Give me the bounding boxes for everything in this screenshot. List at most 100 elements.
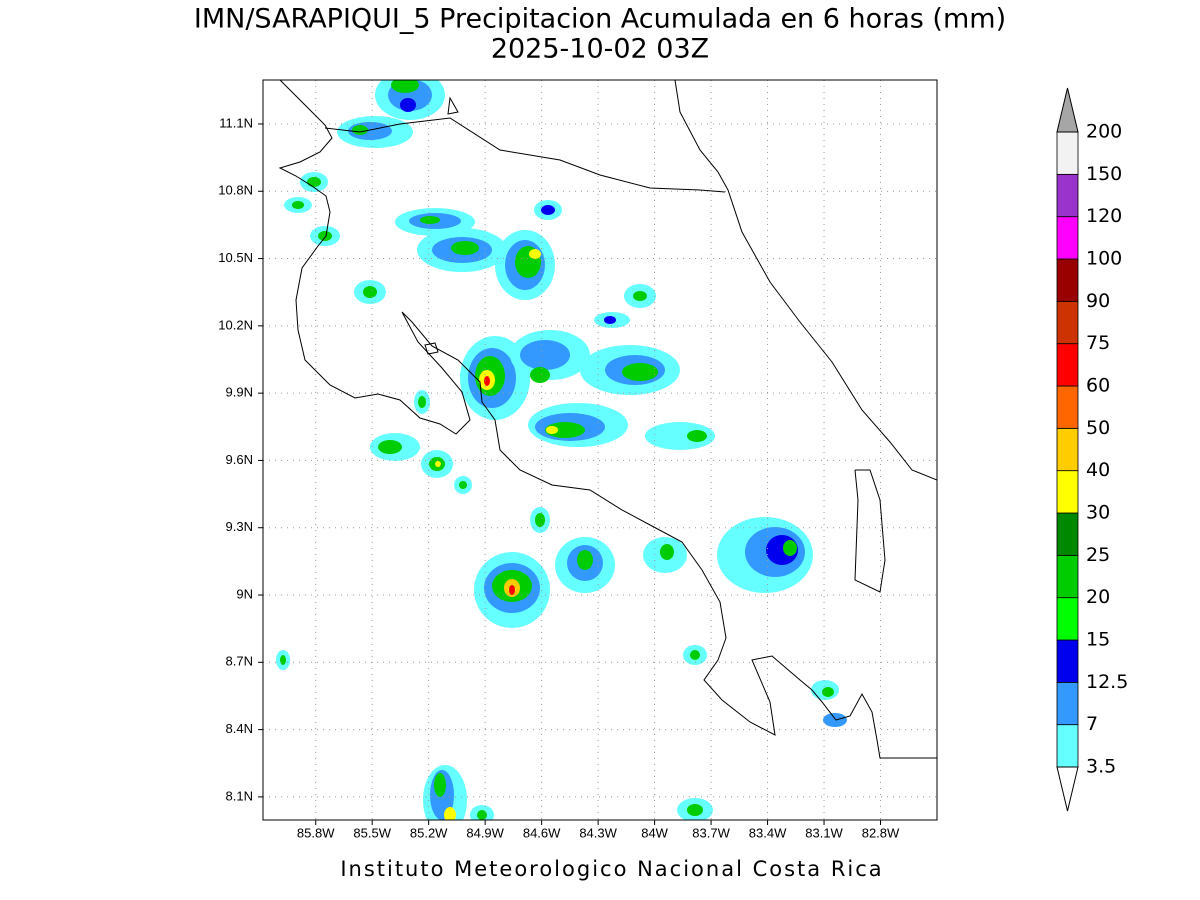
colorbar-label: 7 [1086,713,1098,735]
colorbar-under [1056,766,1079,812]
precip-area [687,804,703,816]
precip-area [546,426,558,434]
precipitation-field [276,80,847,820]
colorbar-box [1056,639,1079,683]
x-tick-label: 85.8W [297,825,335,840]
y-tick-label: 9.3N [226,519,253,534]
precip-area [363,286,377,298]
precip-area [529,249,541,259]
colorbar-label: 50 [1086,417,1110,439]
colorbar-label: 75 [1086,332,1110,354]
coastlines [278,80,937,759]
x-tick-label: 83.1W [805,825,843,840]
y-tick-label: 8.7N [226,654,253,669]
x-tick-label: 82.8W [862,825,900,840]
precip-area [541,205,555,215]
x-tick-label: 85.2W [410,825,448,840]
colorbar-label: 60 [1086,375,1110,397]
precip-area [400,98,416,112]
precip-area [292,201,304,209]
precip-area [378,440,402,454]
x-tick-label: 83.7W [692,825,730,840]
x-tick-label: 84W [641,825,668,840]
precip-area [420,216,440,224]
precip-area [530,367,550,383]
precip-area [318,231,332,241]
precip-area [434,773,446,797]
colorbar-label: 3.5 [1086,756,1116,778]
colorbar-box [1056,512,1079,556]
colorbar-label: 200 [1086,121,1122,143]
colorbar-label: 90 [1086,290,1110,312]
y-tick-label: 8.1N [226,788,253,803]
precip-area [391,80,419,93]
precip-area [484,376,490,386]
colorbar-box [1056,131,1079,175]
precip-area [535,513,545,527]
title: IMN/SARAPIQUI_5 Precipitacion Acumulada … [194,4,1006,35]
colorbar-label: 15 [1086,629,1110,651]
colorbar-over [1056,87,1079,133]
precip-area [459,481,467,489]
precip-area [352,125,368,135]
precip-area [307,177,321,187]
y-tick-label: 11.1N [219,115,253,130]
x-tick-label: 84.6W [523,825,561,840]
x-tick-label: 83.4W [749,825,787,840]
precip-area [545,422,585,438]
precip-area [444,807,456,820]
precip-area [435,461,441,467]
precip-area [280,655,286,665]
precip-area [687,430,707,442]
colorbar-label: 25 [1086,544,1110,566]
precip-area [451,241,479,255]
colorbar-label: 20 [1086,586,1110,608]
y-tick-label: 10.5N [218,250,253,265]
colorbar-box [1056,258,1079,302]
precip-area [577,550,593,570]
colorbar-label: 120 [1086,205,1122,227]
colorbar-label: 30 [1086,502,1110,524]
precip-area [645,422,715,450]
x-tick-label: 84.9W [466,825,504,840]
precip-area [783,540,797,556]
x-tick-label: 85.5W [353,825,391,840]
x-tick-label: 84.3W [579,825,617,840]
colorbar-box [1056,470,1079,514]
map-frame [262,79,938,821]
colorbar-box [1056,724,1079,768]
colorbar-box [1056,385,1079,429]
colorbar-box [1056,597,1079,641]
precip-area [622,363,658,381]
y-tick-label: 9N [236,586,253,601]
precip-area [418,396,426,408]
precip-area [509,585,515,595]
colorbar-box [1056,216,1079,260]
colorbar-label: 150 [1086,163,1122,185]
precip-area [633,291,647,301]
footer: Instituto Meteorologico Nacional Costa R… [340,857,883,881]
y-tick-label: 8.4N [226,721,253,736]
y-tick-label: 9.9N [226,385,253,400]
precip-area [660,544,674,560]
precip-area [477,810,487,820]
colorbar-box [1056,554,1079,599]
subtitle: 2025-10-02 03Z [491,34,709,65]
colorbar-box [1056,681,1079,726]
precip-area [823,713,847,727]
y-tick-label: 10.8N [218,183,253,198]
colorbar-box [1056,300,1079,345]
y-tick-label: 10.2N [218,317,253,332]
precip-area [822,687,834,697]
colorbar-label: 12.5 [1086,671,1128,693]
precip-area [520,340,570,370]
colorbar-label: 100 [1086,248,1122,270]
colorbar-box [1056,427,1079,472]
colorbar-box [1056,343,1079,387]
colorbar-label: 40 [1086,459,1110,481]
colorbar-box [1056,173,1079,218]
precip-area [604,316,616,324]
precip-area [690,650,700,660]
y-tick-label: 9.6N [226,452,253,467]
